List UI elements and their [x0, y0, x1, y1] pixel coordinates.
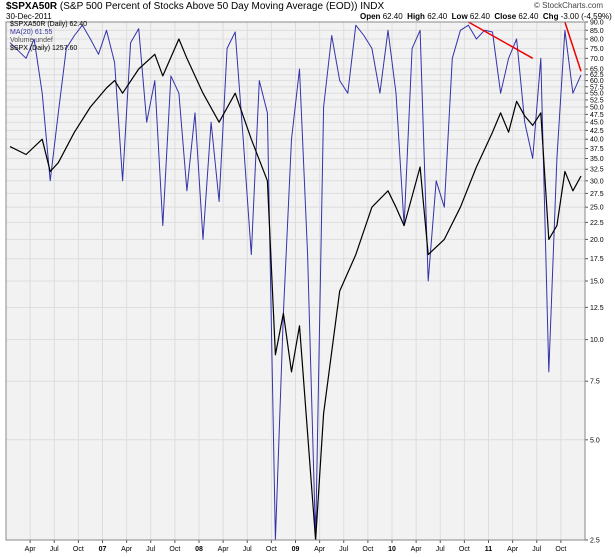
trendline-group [468, 21, 582, 72]
trendline-2 [564, 21, 582, 72]
x-tick-label: Oct [169, 546, 180, 553]
high-label: High [407, 12, 425, 21]
y-tick-label: 35.0 [590, 156, 604, 163]
y-tick-label: 90.0 [590, 20, 604, 27]
y-tick-label: 2.5 [590, 538, 600, 545]
open-label: Open [360, 12, 381, 21]
y-tick-label: 55.0 [590, 91, 604, 98]
y-tick-label: 52.5 [590, 97, 604, 104]
symbol-description: (S&P 500 Percent of Stocks Above 50 Day … [59, 1, 358, 12]
y-tick-label: 62.5 [590, 72, 604, 79]
legend-spxa50r: $SPXA50R (Daily) 62.40 [10, 21, 88, 28]
close-label: Close [494, 12, 517, 21]
trendline-1 [468, 21, 534, 59]
legend-spx: $SPX (Daily) 1257.60 [10, 45, 78, 52]
y-tick-label: 80.0 [590, 37, 604, 44]
y-tick-label: 12.5 [590, 305, 604, 312]
y-tick-label: 32.5 [590, 167, 604, 174]
x-tick-label: 07 [99, 546, 107, 553]
x-tick-label: Jul [146, 546, 155, 553]
chart-date: 30-Dec-2011 [6, 12, 52, 21]
x-tick-label: Oct [459, 546, 470, 553]
x-axis: Apr Jul Oct 07 Apr Jul Oct 08 Apr Jul Oct 09 Apr Jul O… [25, 540, 566, 553]
x-tick-label: Apr [25, 546, 37, 553]
exchange: INDX [360, 1, 385, 12]
x-tick-label: Apr [314, 546, 326, 553]
y-tick-label: 65.0 [590, 67, 604, 74]
open-value: 62.40 [382, 12, 403, 21]
legend: $SPXA50R (Daily) 62.40 MA(20) 61.55 Volu… [10, 21, 87, 53]
y-tick-label: 70.0 [590, 56, 604, 63]
low-label: Low [451, 12, 468, 21]
legend-ma20: MA(20) 61.55 [10, 29, 53, 36]
x-tick-label: Jul [50, 546, 59, 553]
ohlc-readout: Open 62.40 High 62.40 Low 62.40 Close 62… [360, 12, 615, 21]
x-tick-label: 09 [292, 546, 300, 553]
y-tick-label: 7.5 [590, 379, 600, 386]
y-tick-label: 75.0 [590, 46, 604, 53]
x-tick-label: Oct [73, 546, 84, 553]
y-axis: 90.085.0 80.0 75.0 70.0 65.062.560.057.555.0… [585, 20, 604, 545]
brand-watermark: © StockCharts.com [533, 1, 603, 10]
x-tick-label: Apr [411, 546, 423, 553]
x-tick-label: Apr [218, 546, 230, 553]
chg-label: Chg [542, 12, 559, 21]
x-tick-label: 11 [485, 546, 493, 553]
y-tick-label: 60.0 [590, 78, 604, 85]
x-tick-label: Oct [362, 546, 373, 553]
chart-title: $SPXA50R (S&P 500 Percent of Stocks Abov… [6, 1, 384, 12]
y-tick-label: 85.0 [590, 28, 604, 35]
y-tick-label: 57.5 [590, 84, 604, 91]
x-tick-label: Apr [121, 546, 133, 553]
symbol: $SPXA50R [6, 1, 58, 12]
x-tick-label: 08 [195, 546, 203, 553]
x-tick-label: Apr [507, 546, 519, 553]
y-tick-label: 37.5 [590, 146, 604, 153]
y-tick-label: 10.0 [590, 337, 604, 344]
chg-value: -3.00 (-4.59%) [560, 12, 612, 21]
x-tick-label: 10 [388, 546, 396, 553]
y-tick-label: 45.0 [590, 120, 604, 127]
x-tick-label: Oct [266, 546, 277, 553]
plot-frame [5, 21, 586, 541]
low-value: 62.40 [469, 12, 490, 21]
x-tick-label: Jul [532, 546, 541, 553]
y-tick-label: 42.5 [590, 128, 604, 135]
legend-volume: Volume undef [10, 37, 53, 44]
y-tick-label: 30.0 [590, 178, 604, 185]
y-tick-label: 47.5 [590, 112, 604, 119]
close-value: 62.40 [518, 12, 539, 21]
x-tick-label: Oct [555, 546, 566, 553]
high-value: 62.40 [427, 12, 448, 21]
y-tick-label: 25.0 [590, 205, 604, 212]
spxa50r-line [9, 24, 582, 541]
y-tick-label: 20.0 [590, 237, 604, 244]
y-tick-label: 27.5 [590, 191, 604, 198]
y-tick-label: 50.0 [590, 104, 604, 111]
y-tick-label: 15.0 [590, 279, 604, 286]
y-tick-label: 5.0 [590, 437, 600, 444]
x-tick-label: Jul [339, 546, 348, 553]
x-tick-label: Jul [436, 546, 445, 553]
y-tick-label: 22.5 [590, 220, 604, 227]
y-tick-label: 17.5 [590, 256, 604, 263]
x-tick-label: Jul [243, 546, 252, 553]
y-tick-label: 40.0 [590, 137, 604, 144]
